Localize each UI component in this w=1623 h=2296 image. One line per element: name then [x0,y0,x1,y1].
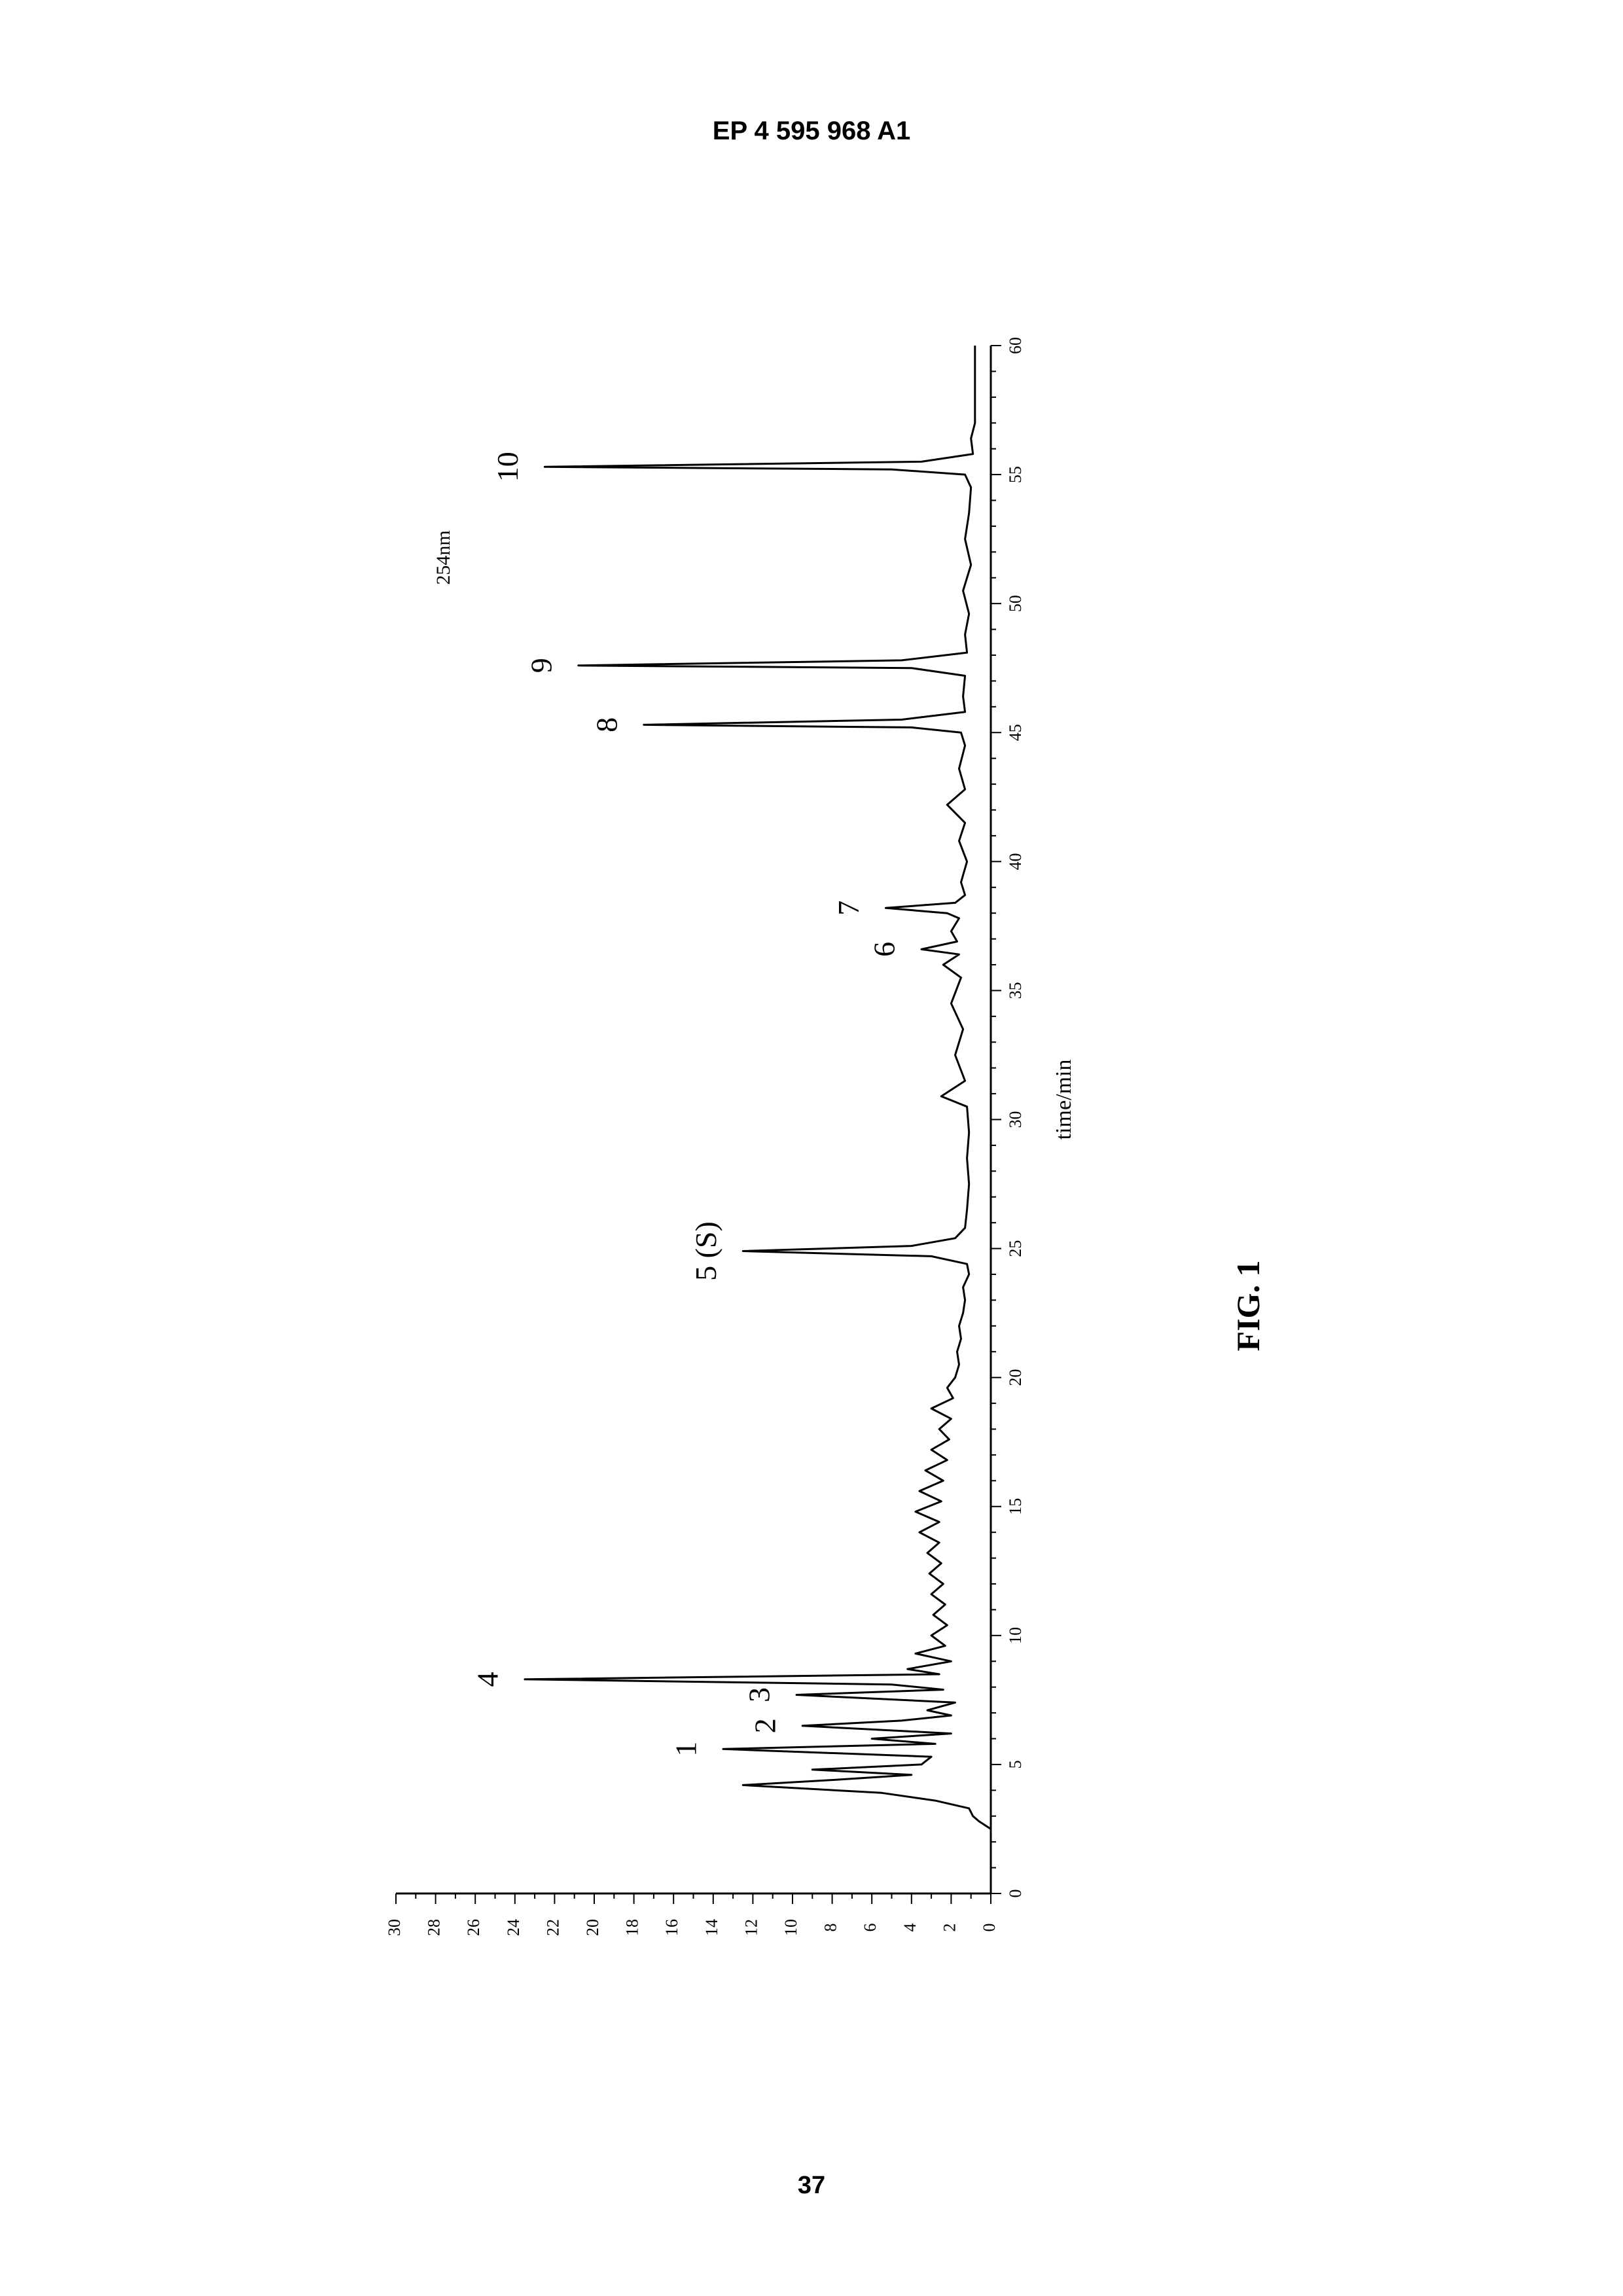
wavelength-label: 254nm [433,530,454,584]
x-axis-tick-label: 0 [1006,1890,1025,1898]
y-axis-tick-label: 6 [861,1924,880,1932]
peak-label: 6 [868,942,901,957]
x-axis-tick-label: 10 [1006,1627,1025,1644]
y-axis-tick-label: 26 [464,1919,483,1936]
x-axis-tick-label: 30 [1006,1111,1025,1128]
peak-label: 5 (S) [689,1221,722,1281]
x-axis-tick-label: 25 [1006,1240,1025,1257]
y-axis-tick-label: 10 [781,1919,800,1936]
x-axis-tick-label: 20 [1006,1369,1025,1386]
peak-label: 2 [749,1718,782,1733]
x-axis-tick-label: 15 [1006,1498,1025,1515]
x-axis-tick-label: 60 [1006,337,1025,354]
y-axis-tick-label: 24 [504,1919,523,1936]
y-axis-tick-label: 22 [543,1919,562,1936]
x-axis-tick-label: 35 [1006,982,1025,999]
peak-label: 3 [743,1687,776,1702]
y-axis-tick-label: 8 [821,1924,840,1932]
patent-header: EP 4 595 968 A1 [712,117,911,145]
x-axis-tick-label: 55 [1006,466,1025,483]
peak-label: 10 [491,452,524,482]
peak-label: 1 [669,1742,703,1757]
y-axis-tick-label: 30 [385,1919,404,1936]
y-axis-tick-label: 18 [623,1919,642,1936]
y-axis-tick-label: 16 [662,1919,681,1936]
x-axis-title: time/min [1052,1060,1076,1140]
page-number: 37 [797,2172,826,2199]
chromatogram-trace [524,346,991,1830]
x-axis-tick-label: 40 [1006,853,1025,870]
y-axis-tick-label: 0 [980,1924,999,1932]
peak-labels: 1 2 3 4 5 (S) 6 7 8 9 10 [471,452,901,1757]
y-axis-tick-label: 4 [901,1924,919,1932]
y-axis-tick-label: 28 [425,1919,444,1936]
x-axis-tick-label: 50 [1006,595,1025,612]
x-axis-tick-label: 45 [1006,724,1025,741]
figure-caption: FIG. 1 [1230,1260,1266,1352]
peak-label: 8 [590,717,623,732]
y-axis-tick-label: 20 [583,1919,602,1936]
y-axis-tick-label: 2 [940,1924,959,1932]
peak-label: 9 [524,658,558,673]
peak-label: 4 [471,1672,505,1687]
peak-label: 7 [832,901,865,916]
x-axis: 0 5 10 15 20 25 30 35 40 45 50 55 60 [990,337,1025,1898]
y-axis-tick-label: 14 [702,1919,721,1936]
y-axis-tick-label: 12 [741,1919,760,1936]
x-axis-tick-label: 5 [1006,1760,1025,1768]
